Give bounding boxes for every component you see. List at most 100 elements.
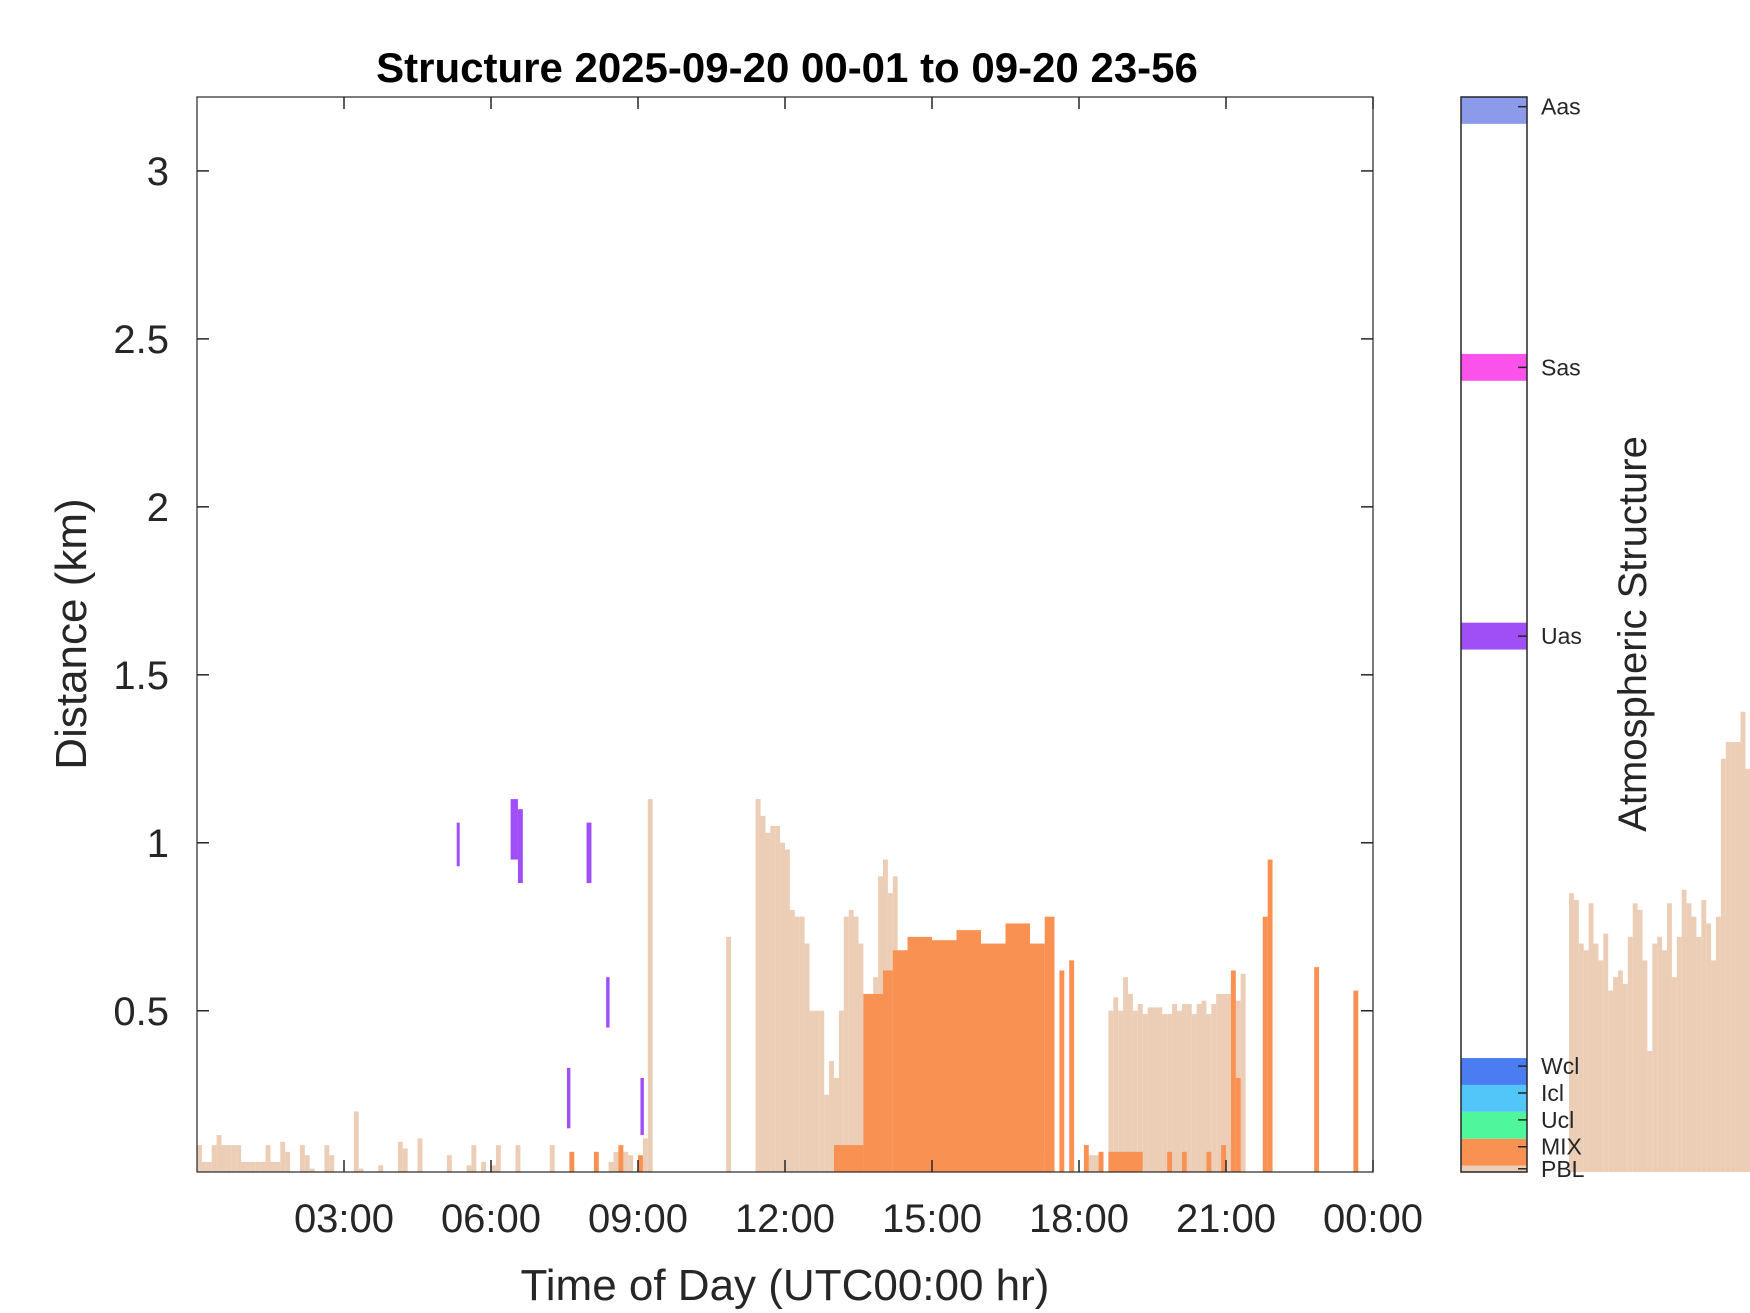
colorbar-tick-label: Ucl (1541, 1107, 1574, 1133)
uas-segment (586, 822, 592, 884)
pbl-bar (1172, 1004, 1177, 1172)
colorbar-tick-label: Sas (1541, 354, 1581, 380)
pbl-bar (1735, 742, 1741, 1172)
pbl-bar (280, 1141, 286, 1172)
x-axis-label: Time of Day (UTC00:00 hr) (521, 1261, 1050, 1310)
pbl-bar (775, 825, 781, 1172)
pbl-bar (755, 799, 761, 1172)
mix-bar (1353, 990, 1359, 1172)
y-tick-label: 0.5 (113, 990, 169, 1034)
mix-bar (1059, 970, 1065, 1172)
series-uas (456, 799, 644, 1136)
pbl-bar (1618, 970, 1623, 1172)
pbl-bar (353, 1111, 359, 1172)
pbl-bar (1745, 768, 1750, 1172)
uas-segment (566, 1067, 571, 1129)
pbl-bar (270, 1161, 276, 1172)
y-axis: 0.5 1 1.5 2 2.5 3 (113, 150, 1373, 1034)
pbl-bar (1093, 1155, 1099, 1172)
pbl-bar (1578, 943, 1584, 1172)
series-pbl (197, 711, 1750, 1172)
mix-bar (1069, 960, 1075, 1172)
pbl-bar (799, 916, 805, 1172)
mix-bar (907, 936, 932, 1172)
pbl-bar (299, 1145, 305, 1172)
pbl-bar (1686, 903, 1692, 1172)
pbl-bar (1676, 936, 1682, 1172)
pbl-bar (1177, 1010, 1182, 1172)
pbl-bar (819, 1010, 825, 1172)
pbl-bar (1598, 960, 1604, 1172)
pbl-bar (275, 1161, 281, 1172)
colorbar-tick-label: Aas (1541, 94, 1581, 120)
pbl-bar (1730, 742, 1736, 1172)
pbl-bar (231, 1145, 237, 1172)
mix-bar (1108, 1151, 1143, 1172)
pbl-bar (1622, 983, 1628, 1172)
pbl-bar (1613, 977, 1618, 1172)
pbl-bar (765, 832, 771, 1172)
mix-bar (1235, 1077, 1241, 1172)
pbl-bar (1657, 936, 1663, 1172)
pbl-bar (402, 1148, 408, 1172)
colorbar-label: Atmospheric Structure (1611, 436, 1655, 832)
pbl-bar (1652, 943, 1658, 1172)
pbl-bar (1216, 993, 1222, 1172)
y-tick-label: 2 (147, 486, 169, 530)
pbl-bar (789, 909, 795, 1172)
colorbar-tick-label: PBL (1541, 1156, 1585, 1182)
pbl-bar (1569, 893, 1574, 1172)
mix-bar (1083, 1145, 1089, 1172)
pbl-bar (1583, 950, 1589, 1172)
mix-bar (1221, 1145, 1226, 1172)
pbl-bar (1142, 1014, 1148, 1172)
pbl-bar (1681, 889, 1687, 1172)
pbl-bar (1671, 977, 1677, 1172)
pbl-bar (647, 799, 653, 1172)
pbl-bar (1118, 1010, 1124, 1172)
pbl-bar (265, 1145, 271, 1172)
pbl-bar (1132, 1010, 1138, 1172)
mix-bar (569, 1151, 575, 1172)
colorbar-swatch-mix (1461, 1138, 1527, 1166)
pbl-bar (1137, 1004, 1143, 1172)
x-tick-label: 18:00 (1029, 1197, 1129, 1241)
mix-bar (863, 993, 883, 1172)
mix-bar (1230, 970, 1236, 1172)
pbl-bar (1588, 903, 1594, 1172)
uas-segment (606, 977, 610, 1028)
pbl-bar (608, 1161, 614, 1172)
pbl-bar (1691, 916, 1697, 1172)
pbl-bar (417, 1138, 423, 1172)
mix-bar (1005, 923, 1030, 1172)
pbl-bar (495, 1145, 501, 1172)
mix-bar (1044, 916, 1055, 1172)
mix-bar (638, 1155, 643, 1172)
colorbar-frame (1460, 96, 1528, 1173)
colorbar-swatch-pbl (1461, 1165, 1527, 1172)
pbl-bar (250, 1161, 256, 1172)
uas-segment (517, 809, 523, 884)
pbl-bar (1167, 1014, 1173, 1172)
pbl-bar (1123, 977, 1128, 1172)
pbl-bar (216, 1135, 222, 1172)
pbl-bar (1637, 909, 1643, 1172)
pbl-bar (760, 815, 766, 1172)
pbl-bar (780, 842, 785, 1172)
pbl-bar (1603, 933, 1609, 1172)
pbl-bar (1147, 1007, 1153, 1172)
pbl-bar (309, 1168, 315, 1172)
colorbar-swatch-aas (1461, 97, 1527, 124)
pbl-bar (1667, 903, 1672, 1172)
pbl-bar (1191, 1014, 1197, 1172)
pbl-bar (304, 1155, 310, 1172)
pbl-bar (378, 1165, 384, 1172)
y-tick-label: 2.5 (113, 318, 169, 362)
pbl-bar (1201, 1000, 1207, 1172)
pbl-bar (1226, 993, 1231, 1172)
mix-bar (1314, 967, 1320, 1172)
pbl-bar (642, 1138, 648, 1172)
pbl-bar (1720, 758, 1726, 1172)
